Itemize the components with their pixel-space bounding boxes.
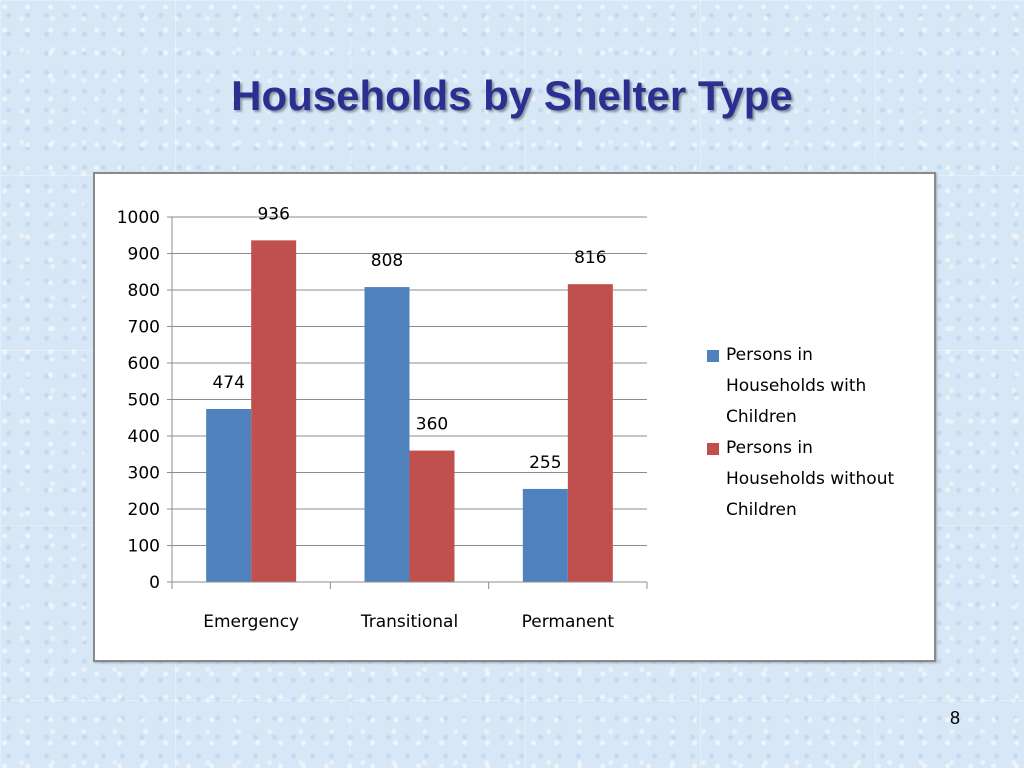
bar xyxy=(567,284,613,582)
y-tick-label: 400 xyxy=(128,427,160,447)
bar xyxy=(409,450,455,582)
data-label: 936 xyxy=(257,204,289,224)
data-label: 474 xyxy=(212,373,244,393)
y-tick-label: 700 xyxy=(128,318,160,338)
page-number: 8 xyxy=(949,708,960,728)
bar xyxy=(206,408,252,582)
y-tick-label: 300 xyxy=(128,464,160,484)
bar xyxy=(364,287,410,582)
legend-swatch-with-children xyxy=(707,350,719,362)
y-tick-label: 100 xyxy=(128,537,160,557)
y-tick-label: 800 xyxy=(128,281,160,301)
slide-title: Households by Shelter Type xyxy=(231,72,793,119)
legend-label-with-children: Persons in Households with Children xyxy=(726,345,867,427)
legend-item-with-children: Persons in Households with Children xyxy=(707,340,917,433)
data-label: 816 xyxy=(574,248,606,268)
legend-item-without-children: Persons in Households without Children xyxy=(707,433,917,526)
y-tick-label: 500 xyxy=(128,391,160,411)
x-category-label: Transitional xyxy=(360,612,458,632)
legend-swatch-without-children xyxy=(707,443,719,455)
bar xyxy=(251,240,297,583)
bar xyxy=(522,488,568,582)
y-tick-label: 600 xyxy=(128,354,160,374)
y-tick-label: 0 xyxy=(149,573,160,593)
data-label: 808 xyxy=(371,251,403,271)
y-tick-label: 1000 xyxy=(117,208,160,228)
chart-legend: Persons in Households with Children Pers… xyxy=(707,340,917,526)
x-category-label: Permanent xyxy=(522,612,615,632)
legend-label-without-children: Persons in Households without Children xyxy=(726,438,895,520)
data-label: 360 xyxy=(416,415,448,435)
bar-chart: 0 100 200 300 400 500 600 700 800 900 1000 474 936 Em… xyxy=(117,204,648,632)
y-tick-label: 900 xyxy=(128,245,160,265)
chart-panel: 0 100 200 300 400 500 600 700 800 900 1000 474 936 Em… xyxy=(93,172,936,662)
data-label: 255 xyxy=(529,453,561,473)
x-category-label: Emergency xyxy=(203,612,299,632)
y-tick-label: 200 xyxy=(128,500,160,520)
